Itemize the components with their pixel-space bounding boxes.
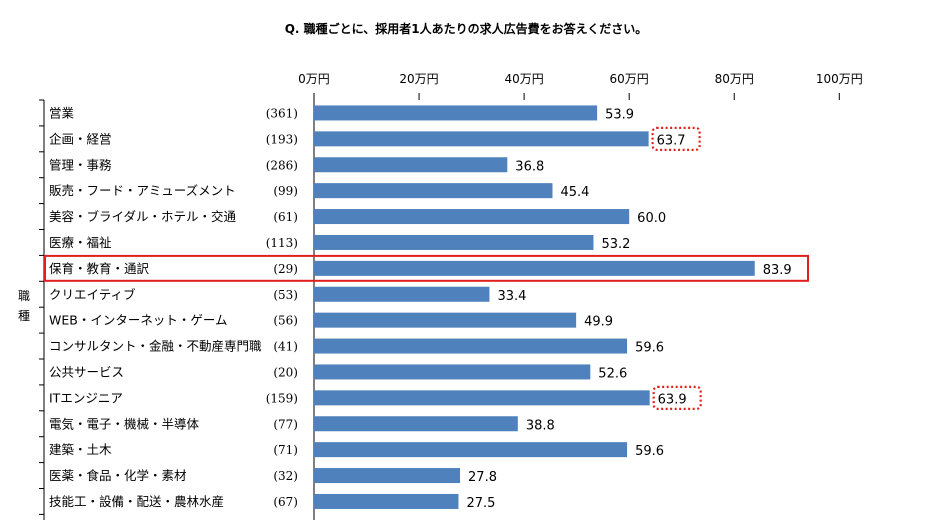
category-label: 電気・電子・機械・半導体 xyxy=(49,416,200,431)
row-highlight-box xyxy=(44,254,809,282)
value-label: 52.6 xyxy=(598,366,627,381)
sample-count: (159) xyxy=(266,391,298,405)
x-tick-label: 0万円 xyxy=(298,72,330,86)
value-label: 45.4 xyxy=(560,185,589,200)
bar xyxy=(314,364,591,380)
x-tick-label: 60万円 xyxy=(610,72,649,86)
value-label: 59.6 xyxy=(635,341,664,356)
value-label: 36.8 xyxy=(515,159,544,174)
value-label: 27.5 xyxy=(466,496,495,511)
category-label: 医療・福祉 xyxy=(49,235,112,250)
sample-count: (113) xyxy=(266,236,298,250)
y-axis-label: 職種 xyxy=(18,289,30,323)
chart-title: Q. 職種ごとに、採用者1人あたりの求人広告費をお答えください。 xyxy=(285,21,648,36)
category-label: WEB・インターネット・ゲーム xyxy=(49,313,227,328)
y-axis-label-char: 種 xyxy=(18,309,30,323)
value-label: 59.6 xyxy=(635,444,664,459)
sample-count: (67) xyxy=(273,495,298,509)
sample-count: (41) xyxy=(273,340,298,354)
value-label: 38.8 xyxy=(526,418,555,433)
sample-count: (20) xyxy=(273,365,298,379)
value-highlight-box xyxy=(652,385,702,410)
value-label: 60.0 xyxy=(637,211,666,226)
value-label: 63.9 xyxy=(658,392,687,407)
sample-count: (53) xyxy=(273,288,298,302)
bar xyxy=(314,260,755,276)
value-label: 53.2 xyxy=(601,237,630,252)
bar xyxy=(314,468,461,484)
bar xyxy=(314,442,628,458)
bar xyxy=(314,209,630,225)
category-label: 建築・土木 xyxy=(49,442,112,457)
bar xyxy=(314,338,628,354)
x-tick-label: 20万円 xyxy=(399,72,438,86)
bar xyxy=(314,157,508,173)
bar xyxy=(314,183,553,199)
bar xyxy=(314,493,459,509)
category-label: 技能工・設備・配送・農林水産 xyxy=(49,494,224,509)
x-axis-ticks: 0万円 20万円 40万円 60万円 80万円 100万円 xyxy=(298,72,863,86)
x-tick-label: 40万円 xyxy=(504,72,543,86)
bar xyxy=(314,105,598,121)
category-label: 公共サービス xyxy=(49,364,124,379)
category-label: 美容・ブライダル・ホテル・交通 xyxy=(49,209,237,224)
category-label: 企画・経営 xyxy=(49,131,112,146)
category-label: 管理・事務 xyxy=(49,157,112,172)
bar xyxy=(314,390,650,406)
y-axis-label-char: 職 xyxy=(18,289,30,303)
sample-count: (29) xyxy=(273,262,298,276)
bar xyxy=(314,286,490,302)
bar xyxy=(314,416,518,432)
value-label: 63.7 xyxy=(657,133,686,148)
value-label: 33.4 xyxy=(497,289,526,304)
sample-count: (61) xyxy=(273,210,298,224)
sample-count: (286) xyxy=(266,158,298,172)
sample-count: (361) xyxy=(266,106,298,120)
bar-rows: 営業 (361) 53.9 企画・経営 (193) 63.7 管理・事務 (286) 36.8 販… xyxy=(44,105,809,511)
category-label: 営業 xyxy=(49,105,75,120)
category-label: 医薬・食品・化学・素材 xyxy=(49,468,187,483)
bar xyxy=(314,312,577,328)
category-label: クリエイティブ xyxy=(49,287,136,302)
sample-count: (99) xyxy=(273,184,298,198)
category-label: 保育・教育・通訳 xyxy=(49,261,150,276)
category-label: 販売・フード・アミューズメント xyxy=(49,183,236,198)
sample-count: (193) xyxy=(266,132,298,146)
bar xyxy=(314,131,649,147)
x-tick-label: 80万円 xyxy=(715,72,754,86)
category-label: コンサルタント・金融・不動産専門職 xyxy=(49,339,262,354)
value-label: 83.9 xyxy=(763,263,792,278)
value-highlight-box xyxy=(651,126,701,151)
bar xyxy=(314,234,594,250)
value-label: 49.9 xyxy=(584,315,613,330)
sample-count: (71) xyxy=(273,443,298,457)
sample-count: (32) xyxy=(273,469,298,483)
value-label: 53.9 xyxy=(605,107,634,122)
value-label: 27.8 xyxy=(468,470,497,485)
category-label: ITエンジニア xyxy=(49,390,123,405)
sample-count: (77) xyxy=(273,417,298,431)
x-tick-label: 100万円 xyxy=(816,72,863,86)
sample-count: (56) xyxy=(273,314,298,328)
